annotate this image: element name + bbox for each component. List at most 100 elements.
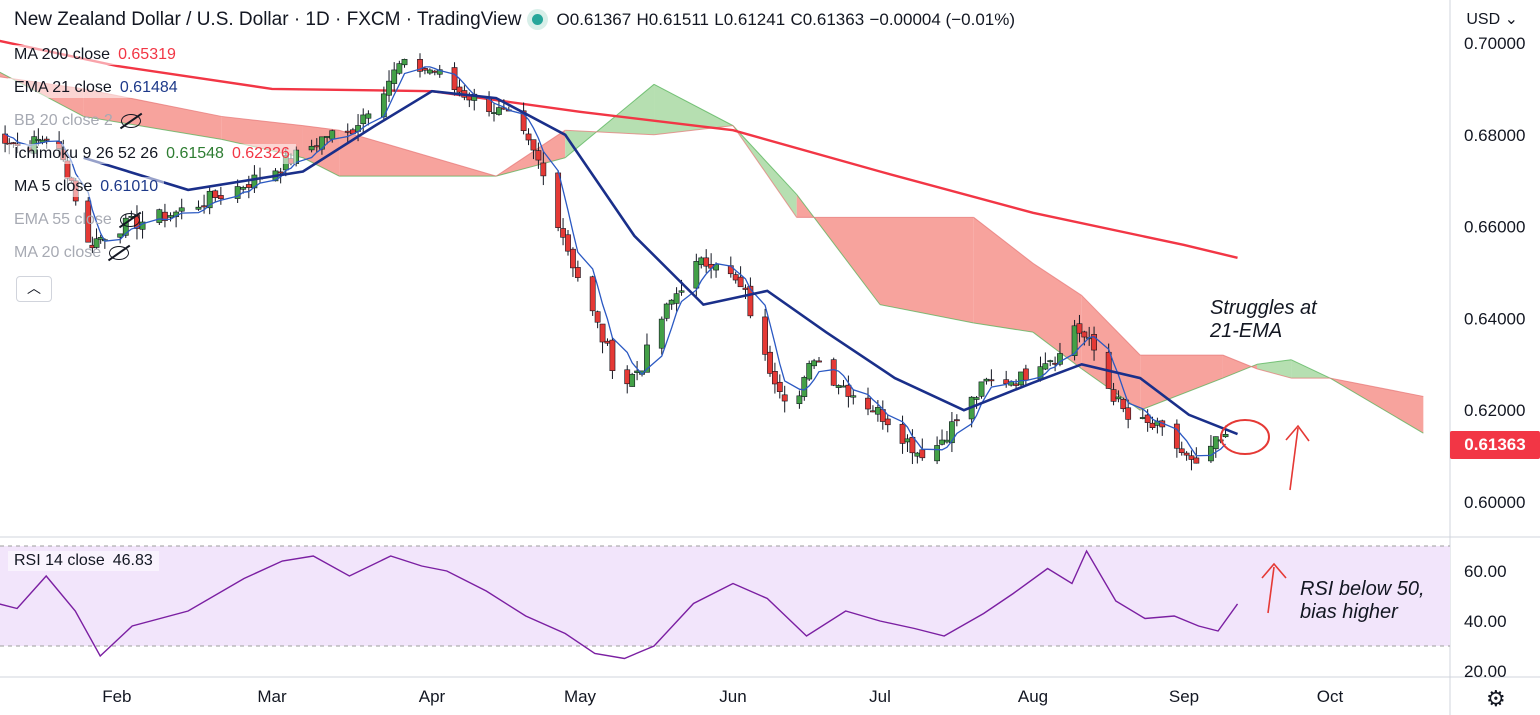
senkou-span-a-segment — [879, 304, 974, 324]
ichimoku-cloud-segment — [83, 88, 222, 140]
candle-down — [781, 394, 788, 402]
indicator-legend-ema-55-close[interactable]: EMA 55 close — [8, 210, 146, 230]
candle-down — [1120, 398, 1127, 410]
candle-up — [1057, 353, 1063, 365]
time-axis-label: Oct — [1317, 687, 1344, 706]
price-axis-label: 0.66000 — [1464, 218, 1525, 237]
indicator-legend-ma-5-close[interactable]: MA 5 close 0.61010 — [8, 177, 165, 197]
candle-down — [456, 86, 463, 93]
candle-up — [491, 112, 497, 114]
candle-down — [555, 172, 562, 228]
rsi-legend[interactable]: RSI 14 close 46.83 — [8, 551, 159, 571]
candle-up — [934, 445, 940, 462]
senkou-span-a-segment — [1256, 359, 1292, 365]
candle-down — [1091, 334, 1097, 351]
candle-up — [251, 174, 258, 189]
candle-down — [565, 234, 571, 252]
price-axis-label: 0.60000 — [1464, 493, 1525, 512]
indicator-label: Ichimoku 9 26 52 26 — [14, 145, 159, 162]
candle-up — [801, 377, 808, 397]
candle-down — [1183, 452, 1190, 456]
chevron-up-icon: ︿ — [27, 280, 41, 296]
indicator-legend-bb-20-close-2[interactable]: BB 20 close 2 — [8, 111, 147, 131]
candle-up — [673, 293, 680, 304]
up-arrow-main — [1289, 427, 1299, 491]
candle-up — [678, 290, 685, 293]
time-axis-label: Aug — [1018, 687, 1048, 706]
candle-up — [973, 397, 980, 400]
hidden-eye-icon[interactable] — [120, 113, 141, 128]
senkou-span-a-segment — [564, 83, 655, 159]
candle-down — [624, 369, 631, 385]
time-axis-label: May — [564, 687, 597, 706]
senkou-span-b-segment — [221, 115, 304, 127]
candle-down — [1149, 422, 1156, 428]
candle-up — [840, 385, 847, 388]
candle-down — [594, 311, 601, 323]
candle-down — [574, 267, 581, 278]
indicator-label: MA 5 close — [14, 178, 93, 195]
indicator-legend-ema-21-close[interactable]: EMA 21 close 0.61484 — [8, 78, 184, 98]
candle-down — [277, 171, 284, 174]
candle-up — [401, 58, 408, 66]
ema21-line — [83, 89, 1239, 436]
candle-down — [525, 133, 532, 141]
price-axis-label: 0.68000 — [1464, 126, 1525, 145]
up-arrow-rsi — [1267, 566, 1275, 614]
hidden-eye-icon[interactable] — [109, 245, 130, 260]
rsi-line — [0, 549, 1239, 660]
candle-down — [217, 195, 224, 200]
indicator-value: 0.61548 — [166, 145, 224, 162]
price-axis-label: 0.70000 — [1464, 34, 1525, 53]
indicator-legend-ichimoku-9-26-52-26[interactable]: Ichimoku 9 26 52 26 0.61548 0.62326 — [8, 144, 296, 164]
candle-up — [396, 63, 403, 74]
symbol-title[interactable]: New Zealand Dollar / U.S. Dollar · 1D · … — [14, 9, 522, 30]
senkou-span-a-segment — [1329, 377, 1424, 434]
candle-down — [530, 139, 537, 151]
time-axis-label: Jun — [719, 687, 746, 706]
rsi-annotation-line-1: RSI below 50, — [1300, 578, 1425, 600]
candle-up — [835, 385, 842, 388]
ichimoku-cloud-segment — [973, 217, 1033, 333]
candle-up — [978, 381, 985, 397]
rsi-annotation[interactable]: RSI below 50, bias higher — [1300, 578, 1425, 624]
candle-down — [1022, 368, 1029, 381]
ema-annotation[interactable]: Struggles at 21-EMA — [1210, 297, 1317, 343]
senkou-span-b-segment — [565, 129, 655, 136]
ema-annotation-line-2: 21-EMA — [1210, 320, 1283, 342]
collapse-legend-button[interactable]: ︿ — [16, 276, 52, 302]
ohlc-change: −0.00004 (−0.01%) — [869, 10, 1016, 29]
candle-down — [535, 150, 542, 161]
candle-up — [1115, 396, 1122, 400]
hidden-eye-icon[interactable] — [119, 212, 140, 227]
candle-up — [308, 145, 315, 151]
senkou-span-a-segment — [496, 157, 566, 177]
candle-up — [206, 190, 213, 209]
senkou-span-b-segment — [495, 129, 566, 177]
currency-selector[interactable]: USD ⌄ — [1466, 9, 1518, 29]
settings-gear-icon[interactable]: ⚙ — [1486, 686, 1506, 711]
indicator-legend-ma-200-close[interactable]: MA 200 close 0.65319 — [8, 45, 182, 65]
rsi-axis-label: 40.00 — [1464, 612, 1507, 631]
time-axis-label: Mar — [257, 687, 287, 706]
candle-up — [850, 395, 857, 398]
candle-up — [156, 209, 163, 223]
candle-down — [1193, 457, 1200, 464]
candle-down — [570, 248, 576, 269]
candle-down — [599, 323, 606, 343]
candle-down — [201, 205, 207, 208]
candle-up — [324, 136, 330, 138]
rsi-legend-value: 46.83 — [112, 552, 153, 569]
candle-down — [417, 59, 423, 72]
up-arrow-rsi-head — [1261, 562, 1287, 579]
chart-header: New Zealand Dollar / U.S. Dollar · 1D · … — [14, 9, 1015, 31]
indicator-legend-ma-20-close[interactable]: MA 20 close — [8, 243, 135, 263]
candle-down — [1178, 448, 1185, 453]
candle-up — [117, 233, 124, 238]
indicator-value: 0.61484 — [119, 79, 178, 96]
indicator-label: EMA 55 close — [14, 211, 112, 228]
ma5-line — [4, 66, 1227, 457]
candle-down — [771, 371, 778, 385]
senkou-span-a-segment — [1290, 359, 1331, 379]
